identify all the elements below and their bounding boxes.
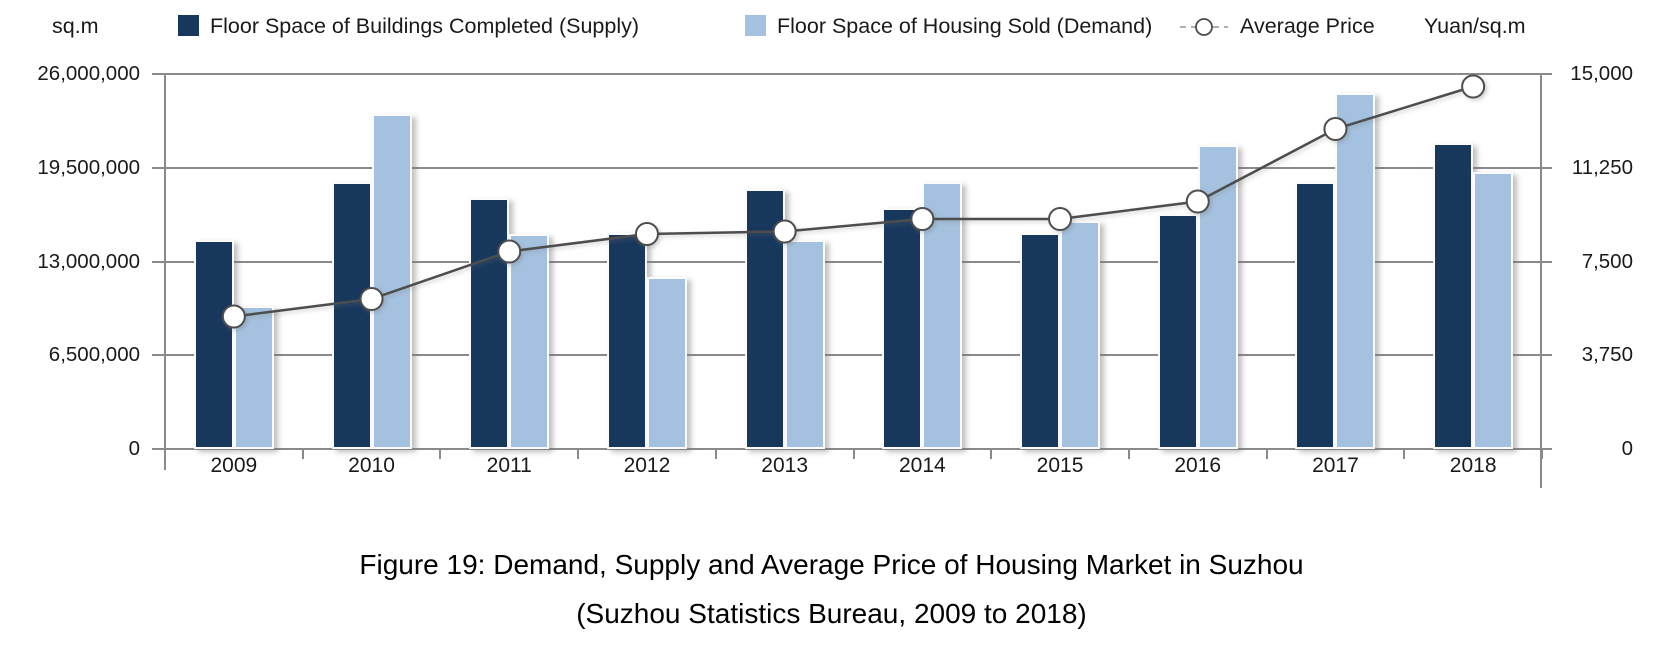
- y-axis-tick-label-left: 6,500,000: [48, 343, 140, 367]
- price-marker-2018: [1461, 74, 1486, 99]
- x-axis-tick: [1541, 449, 1543, 459]
- x-axis-line: [152, 448, 1552, 450]
- bar-supply-2016: [1157, 213, 1198, 449]
- supply-legend-swatch-icon: [178, 15, 199, 36]
- bar-supply-2014: [882, 208, 923, 449]
- demand-legend-label: Floor Space of Housing Sold (Demand): [777, 14, 1153, 38]
- bar-supply-2009: [193, 239, 234, 449]
- x-axis-category-label: 2009: [210, 454, 258, 477]
- right-axis-unit-label: Yuan/sq.m: [1424, 14, 1526, 38]
- y-axis-tick-label-right: 0: [1621, 437, 1633, 460]
- x-axis-tick: [1127, 449, 1130, 459]
- bar-demand-2010: [371, 114, 412, 449]
- x-axis-category-label: 2017: [1312, 454, 1359, 477]
- gridline: [152, 354, 1552, 357]
- demand-legend-swatch-icon: [745, 15, 766, 36]
- bar-demand-2011: [509, 234, 550, 449]
- x-axis-category-label: 2011: [486, 454, 532, 477]
- x-axis-tick: [990, 449, 993, 459]
- price-marker-2017: [1323, 117, 1348, 141]
- x-axis-tick: [439, 449, 442, 459]
- price-marker-2015: [1048, 207, 1073, 231]
- average-price-polyline: [233, 85, 1474, 318]
- bar-demand-2009: [233, 306, 274, 449]
- price-marker-2011: [497, 239, 522, 264]
- bar-demand-2015: [1060, 221, 1101, 449]
- price-marker-2014: [910, 207, 935, 231]
- x-axis-tick: [1403, 449, 1406, 459]
- bar-demand-2017: [1335, 92, 1376, 449]
- y-axis-tick-label-right: 15,000: [1570, 62, 1633, 85]
- y-axis-line-right: [1540, 74, 1542, 488]
- x-axis-tick: [1265, 449, 1268, 459]
- bar-supply-2012: [606, 232, 647, 449]
- average-price-line: [221, 74, 1486, 329]
- y-axis-tick-label-left: 26,000,000: [37, 62, 140, 85]
- y-axis-line-left: [164, 74, 166, 470]
- x-axis-tick: [301, 449, 304, 459]
- bar-supply-2015: [1020, 232, 1061, 449]
- y-axis-tick-label-left: 13,000,000: [37, 249, 140, 273]
- price-marker-2013: [772, 219, 797, 244]
- x-axis-category-label: 2014: [898, 454, 946, 477]
- supply-legend-label: Floor Space of Buildings Completed (Supp…: [210, 14, 640, 38]
- x-axis-tick: [714, 449, 717, 459]
- x-axis-tick: [577, 449, 580, 459]
- average-price-legend-icon: [1180, 18, 1228, 36]
- y-axis-tick-label-right: 11,250: [1571, 155, 1633, 179]
- figure-caption-line1: Figure 19: Demand, Supply and Average Pr…: [359, 549, 1304, 580]
- price-marker-2009: [221, 304, 246, 329]
- x-axis-category-label: 2015: [1036, 454, 1084, 477]
- bar-supply-2010: [331, 182, 372, 449]
- x-axis-category-label: 2013: [761, 454, 808, 477]
- left-axis-unit-label: sq.m: [52, 14, 99, 38]
- figure-caption-line2: (Suzhou Statistics Bureau, 2009 to 2018): [576, 598, 1087, 629]
- price-marker-2010: [359, 287, 384, 311]
- x-axis-category-label: 2018: [1449, 454, 1497, 477]
- bar-supply-2017: [1295, 182, 1336, 449]
- y-axis-tick-label-left: 0: [128, 437, 140, 460]
- x-axis-tick: [852, 449, 855, 459]
- bar-demand-2013: [784, 239, 825, 449]
- average-price-legend-label: Average Price: [1240, 14, 1375, 38]
- x-axis-category-label: 2010: [348, 454, 395, 477]
- gridline: [152, 260, 1552, 263]
- x-axis-category-label: 2012: [623, 454, 671, 477]
- gridline: [152, 73, 1552, 75]
- y-axis-tick-label-right: 7,500: [1581, 249, 1633, 273]
- y-axis-tick-label-left: 19,500,000: [37, 155, 140, 179]
- y-axis-tick-label-right: 3,750: [1581, 343, 1633, 367]
- gridline: [152, 166, 1552, 169]
- bar-supply-2011: [469, 198, 510, 449]
- x-axis-category-label: 2016: [1174, 454, 1222, 477]
- price-marker-2012: [634, 222, 659, 246]
- bar-demand-2018: [1473, 172, 1514, 449]
- bar-demand-2012: [646, 277, 687, 449]
- bar-supply-2018: [1433, 143, 1474, 449]
- price-marker-2016: [1185, 189, 1210, 214]
